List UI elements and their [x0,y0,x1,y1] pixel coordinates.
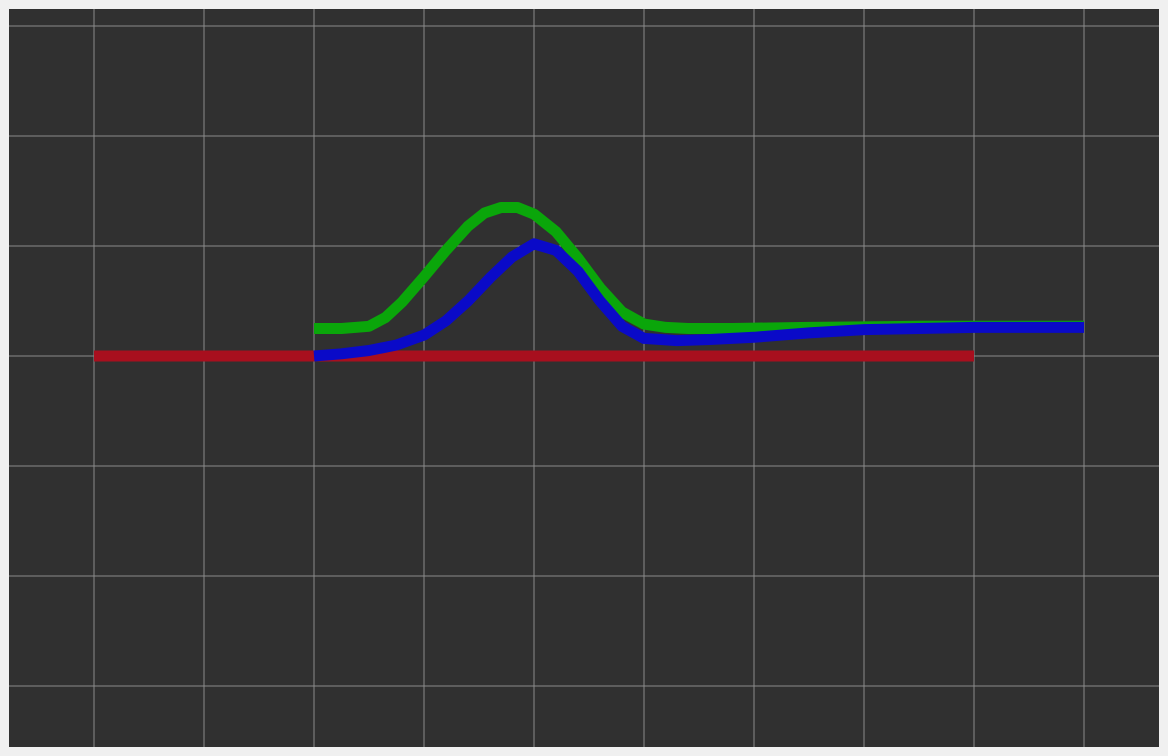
plot-viewport[interactable] [9,9,1159,747]
plot-background [9,9,1159,747]
series-layer [94,202,1084,362]
green-series-line [314,202,1084,334]
line-plot [9,9,1159,747]
blue-series-line [313,238,1084,362]
